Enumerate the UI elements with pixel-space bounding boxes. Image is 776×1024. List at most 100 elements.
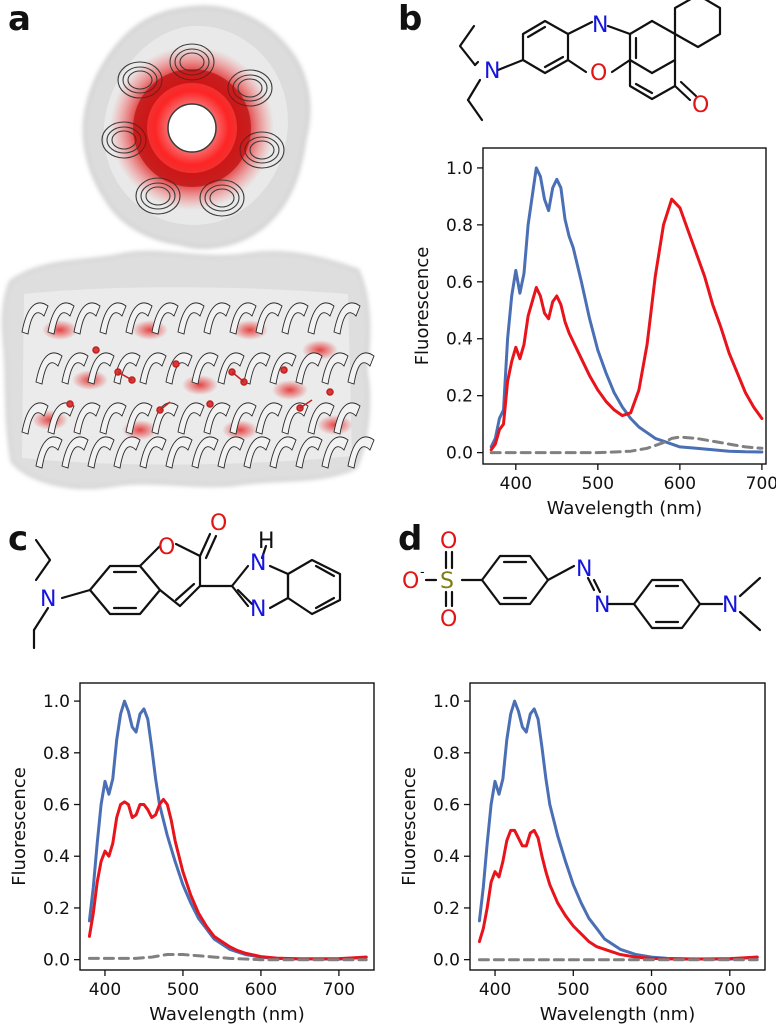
atom-o-top-d: O: [440, 529, 457, 554]
molecule-c-structure: N O O H N N: [32, 511, 342, 650]
helix-turn: [243, 436, 271, 469]
y-tick-label: 0.4: [446, 330, 473, 350]
helix-turn: [269, 436, 297, 469]
x-tick-label: 400: [500, 474, 532, 494]
y-axis-label: Fluorescence: [412, 247, 433, 366]
y-tick-label: 0.4: [433, 847, 460, 867]
y-tick-label: 0.0: [446, 444, 473, 464]
y-tick-label: 0.6: [433, 796, 460, 816]
protein-top-view: [83, 5, 310, 249]
y-axis-label: Fluorescence: [399, 767, 420, 886]
chart-panel-b: 400 500 600 700 0.0 0.2 0.4 0.6 0.8 1.0 Wavelength…: [412, 147, 776, 519]
helix-turn: [321, 352, 349, 385]
x-tick-label: 700: [323, 980, 355, 1000]
series-line-dashed: [489, 435, 764, 455]
y-tick-label: 0.0: [433, 951, 460, 971]
helix-turn: [229, 302, 257, 335]
y-tick-label: 0.2: [433, 899, 460, 919]
helix-turn: [295, 352, 323, 385]
helix-turn: [139, 352, 167, 385]
helix-turn: [255, 302, 283, 335]
series-line-blue: [87, 699, 368, 961]
y-tick-label: 0.8: [446, 216, 473, 236]
y-tick-label: 0.6: [446, 273, 473, 293]
helix-turn: [35, 352, 63, 385]
y-tick-label: 0.2: [43, 899, 70, 919]
helix-turn: [87, 352, 115, 385]
y-tick-label: 0.8: [433, 744, 460, 764]
helix-turn: [243, 352, 271, 385]
series-line-blue: [489, 166, 764, 454]
helix-turn: [281, 302, 309, 335]
helix-turn: [203, 402, 231, 435]
helix-turn: [113, 436, 141, 469]
helix-turn: [99, 402, 127, 435]
atom-o-ring: O: [590, 61, 607, 86]
atom-n2-d: N: [594, 593, 610, 618]
helix-turn: [125, 302, 153, 335]
helix-turn: [217, 436, 245, 469]
x-tick-label: 500: [167, 980, 199, 1000]
protein-side-view: [2, 251, 375, 489]
y-tick-label: 1.0: [433, 692, 460, 712]
series-line-dashed: [87, 953, 368, 962]
helix-turn: [191, 352, 219, 385]
atom-o-minus-d: O: [402, 569, 419, 594]
helix-turn: [21, 402, 49, 435]
x-tick-label: 700: [714, 980, 746, 1000]
helix-turn: [333, 302, 361, 335]
chart-panel-c: 400 500 600 700 0.0 0.2 0.4 0.6 0.8 1.0 Wavelength…: [9, 682, 375, 1024]
molecule-b-structure: N N O O: [458, 0, 722, 122]
helix-turn: [321, 436, 349, 469]
helix-turn: [295, 436, 323, 469]
helix-turn: [165, 436, 193, 469]
helix-turn: [165, 352, 193, 385]
y-tick-label: 1.0: [446, 159, 473, 179]
atom-o-keto-c: O: [210, 511, 227, 536]
helix-turn: [191, 436, 219, 469]
helix-turn: [347, 436, 375, 469]
helix-turn: [307, 302, 335, 335]
x-axis-label: Wavelength (nm): [540, 1004, 696, 1024]
plot-frame: [469, 682, 766, 971]
y-tick-label: 0.0: [43, 951, 70, 971]
helix-turn: [177, 402, 205, 435]
plot-frame: [79, 682, 375, 971]
series-line-red: [489, 197, 764, 452]
y-tick-label: 0.4: [43, 847, 70, 867]
x-tick-label: 600: [245, 980, 277, 1000]
panel-letter-c: c: [8, 519, 28, 559]
x-axis-label: Wavelength (nm): [149, 1004, 305, 1024]
helix-turn: [151, 302, 179, 335]
y-axis-label: Fluorescence: [9, 767, 30, 886]
helix-turn: [217, 352, 245, 385]
helix-turn: [113, 352, 141, 385]
helix-turn: [61, 436, 89, 469]
helix-turn: [73, 402, 101, 435]
series-line-red: [87, 797, 368, 961]
atom-n-amine-d: N: [722, 593, 738, 618]
y-tick-label: 0.2: [446, 387, 473, 407]
helix-turn: [347, 352, 375, 385]
atom-n1-d: N: [576, 557, 592, 582]
helix-turn: [35, 436, 63, 469]
x-tick-label: 400: [479, 980, 511, 1000]
helix-turn: [255, 402, 283, 435]
helix-turn: [99, 302, 127, 335]
x-tick-label: 600: [635, 980, 667, 1000]
helix-turn: [177, 302, 205, 335]
helix-turn: [139, 436, 167, 469]
atom-n-amine-c: N: [40, 587, 56, 612]
atom-charge-d: -: [420, 565, 425, 580]
atom-n-ring: N: [592, 13, 608, 38]
helix-turn: [21, 302, 49, 335]
panel-letter-d: d: [398, 519, 422, 559]
x-tick-label: 400: [89, 980, 121, 1000]
helix-turn: [73, 302, 101, 335]
series-line-red: [477, 828, 759, 961]
helix-turn: [47, 302, 75, 335]
helix-turn: [203, 302, 231, 335]
atom-s-d: S: [440, 569, 454, 594]
helix-turn: [229, 402, 257, 435]
